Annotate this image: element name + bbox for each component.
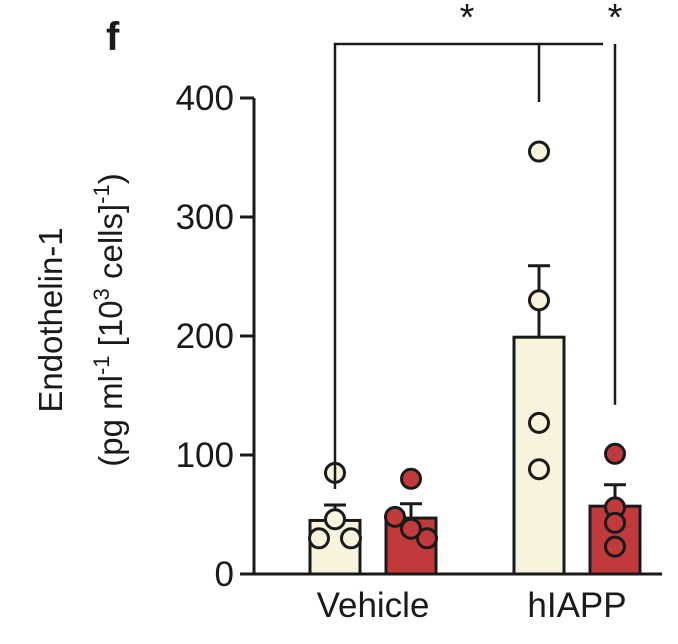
bars [308, 335, 642, 576]
y-tick-label: 0 [215, 555, 234, 594]
data-point [528, 411, 550, 434]
data-points [308, 140, 626, 558]
ylabel-part-1: -1 [89, 355, 114, 375]
data-point [416, 527, 438, 550]
y-tick-label: 300 [176, 198, 234, 237]
data-point [528, 140, 550, 163]
data-point [340, 527, 362, 550]
y-tick-label: 100 [176, 436, 234, 475]
y-axis-label-line1: Endothelin-1 [32, 227, 69, 412]
ylabel-part-4: cells] [92, 204, 129, 288]
bar [512, 335, 566, 576]
significance-star: * [608, 0, 623, 39]
significance-bracket [333, 42, 603, 489]
ylabel-part-6: ) [92, 173, 129, 184]
data-point [528, 458, 550, 481]
data-point [308, 527, 330, 550]
panel-label: f [106, 15, 120, 59]
data-point [400, 467, 422, 490]
significance-annotations: * * [333, 0, 623, 489]
ylabel-part-3: 3 [89, 288, 114, 300]
data-point [604, 535, 626, 558]
data-point [384, 505, 406, 528]
y-axis-label: Endothelin-1 (pg ml-1 [103 cells]-1) [32, 173, 129, 466]
y-tick-label: 400 [176, 79, 234, 118]
x-tick-label-vehicle: Vehicle [317, 586, 430, 625]
x-tick-label-hiapp: hIAPP [527, 586, 626, 625]
data-point [604, 511, 626, 534]
data-point [528, 289, 550, 312]
ylabel-part-5: -1 [89, 184, 114, 204]
data-point [324, 508, 346, 531]
data-point [604, 442, 626, 465]
error-bars [324, 264, 626, 521]
data-point [400, 517, 422, 540]
y-axis-label-line2: (pg ml-1 [103 cells]-1) [89, 173, 129, 466]
axes [240, 96, 662, 576]
ylabel-part-2: [10 [92, 300, 129, 355]
y-tick-label: 200 [176, 317, 234, 356]
significance-star: * [460, 0, 475, 39]
tick-labels: 0 100 200 300 400 Vehicle hIAPP [176, 79, 627, 625]
ylabel-part-0: (pg ml [92, 375, 129, 467]
